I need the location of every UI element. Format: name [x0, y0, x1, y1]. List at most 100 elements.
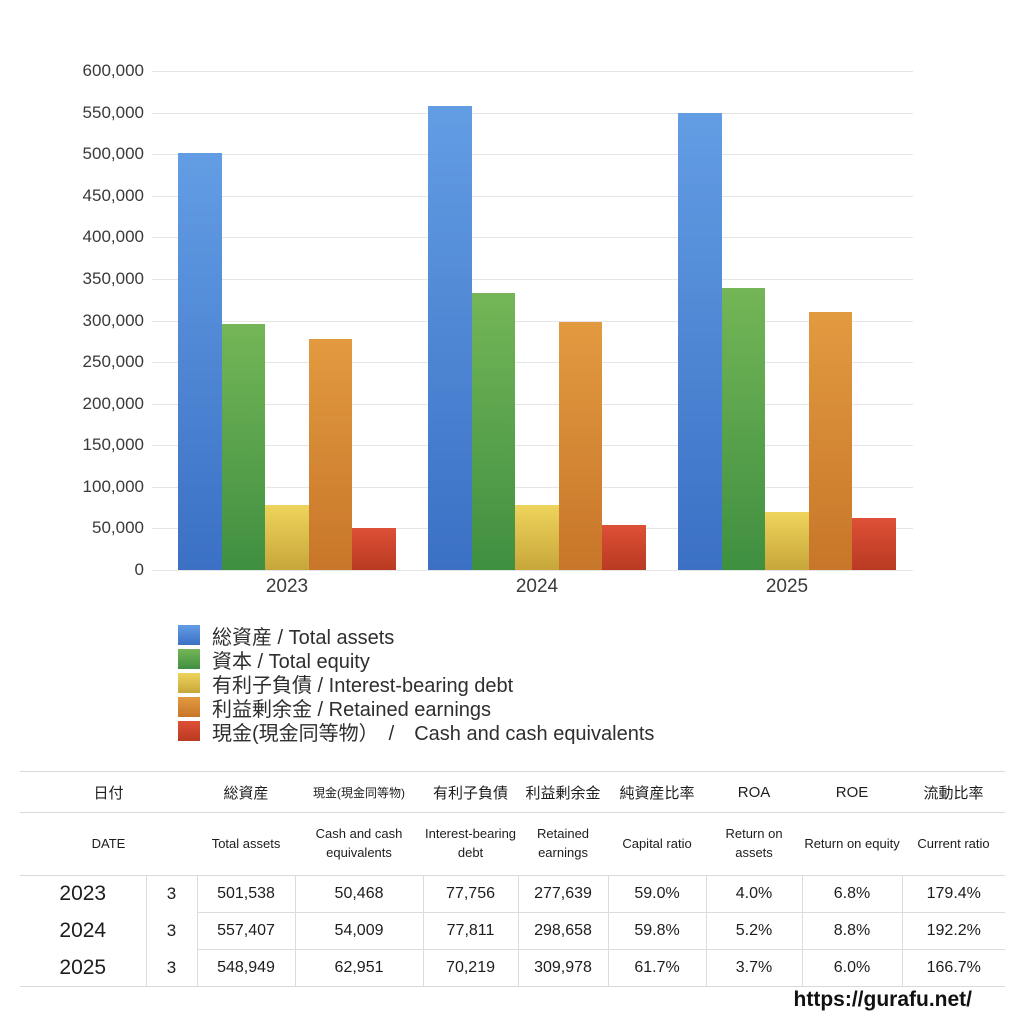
y-axis-tick-label: 100,000 — [82, 476, 144, 496]
col-header-en-2: Total assets — [197, 812, 296, 876]
col-header-ja-4: 有利子負債 — [423, 771, 519, 813]
cell-value-6: 5.2% — [705, 912, 803, 950]
bar-series2-2023 — [221, 323, 266, 570]
bar-series3-2025 — [765, 511, 809, 570]
x-axis-label-2025: 2025 — [765, 576, 809, 597]
bar-series1-2024 — [428, 106, 472, 570]
gridline — [152, 71, 913, 72]
y-axis-tick-label: 350,000 — [82, 268, 144, 288]
y-axis-tick-label: 600,000 — [82, 61, 144, 80]
bar-series5-2025 — [852, 517, 896, 570]
legend-swatch-icon — [178, 625, 200, 645]
table-row-2023: 2023 3 501,538 50,468 77,756 277,639 59.0% 4.0%… — [20, 875, 1006, 913]
y-axis-tick-label: 400,000 — [82, 227, 144, 247]
gridline — [152, 570, 913, 571]
cell-value-8: 192.2% — [901, 912, 1006, 950]
cell-value-3: 77,756 — [422, 875, 519, 913]
legend-label: 総資産 / Total assets — [212, 626, 395, 649]
bar-series4-2024 — [558, 321, 603, 570]
legend-label: 利益剰余金 / Retained earnings — [212, 698, 492, 721]
legend-item-5: 現金(現金同等物） / Cash and cash equivalents — [178, 719, 654, 745]
col-header-en-6: Capital ratio — [608, 812, 707, 876]
gridline — [152, 237, 913, 239]
gridline — [152, 445, 913, 447]
bar-chart: 0 50,000 100,000 150,000 200,000 250,000 300,0… — [82, 61, 913, 597]
y-axis-tick-label: 50,000 — [92, 518, 144, 538]
legend-swatch-icon — [178, 721, 200, 741]
legend-item-4: 利益剰余金 / Retained earnings — [178, 695, 654, 721]
y-axis-tick-label: 300,000 — [82, 310, 144, 330]
cell-value-4: 309,978 — [517, 949, 609, 987]
y-axis-tick-label: 0 — [134, 560, 144, 579]
bar-series2-2024 — [471, 292, 516, 570]
cell-value-2: 54,009 — [294, 912, 424, 950]
cell-year: 2024 — [59, 919, 107, 942]
site-url: https://gurafu.net/ — [793, 988, 972, 1011]
cell-value-6: 4.0% — [705, 875, 803, 913]
y-axis-tick-label: 200,000 — [82, 393, 144, 413]
cell-value-1: 501,538 — [196, 875, 296, 913]
y-axis-tick-label: 450,000 — [82, 185, 144, 205]
gridline — [152, 112, 913, 114]
legend-item-1: 総資産 / Total assets — [178, 623, 654, 649]
gridline — [152, 154, 913, 156]
col-header-en-4: Interest-bearing debt — [423, 812, 519, 876]
col-header-ja-2: 総資産 — [197, 771, 296, 813]
cell-month: 3 — [145, 912, 198, 950]
cell-value-7: 6.0% — [801, 949, 903, 987]
cell-value-1: 548,949 — [196, 949, 296, 987]
table-header-row-ja: 日付 総資産 現金(現金同等物) 有利子負債 利益剰余金 純資産比率 ROA ROE 流動比率 — [20, 771, 1006, 813]
col-header-en-8: Return on equity — [802, 812, 903, 876]
col-header-en-3: Cash and cash equivalents — [295, 812, 424, 876]
cell-value-7: 8.8% — [801, 912, 903, 950]
col-header-ja-6: 純資産比率 — [608, 771, 707, 813]
bar-series3-2023 — [265, 505, 309, 570]
gridline — [152, 403, 913, 405]
cell-value-5: 59.0% — [607, 875, 707, 913]
cell-value-4: 298,658 — [517, 912, 609, 950]
cell-value-2: 50,468 — [294, 875, 424, 913]
legend-label: 資本 / Total equity — [212, 650, 370, 673]
cell-value-6: 3.7% — [705, 949, 803, 987]
chart-legend: 総資産 / Total assets 資本 / Total equity 有利子負債… — [178, 623, 654, 745]
cell-value-7: 6.8% — [801, 875, 903, 913]
table-row-2025: 2025 3 548,949 62,951 70,219 309,978 61.7% 3.7%… — [20, 949, 1006, 987]
legend-swatch-icon — [178, 697, 200, 717]
cell-value-4: 277,639 — [517, 875, 609, 913]
legend-swatch-icon — [178, 649, 200, 669]
legend-item-3: 有利子負債 / Interest-bearing debt — [178, 671, 654, 697]
bar-series1-2025 — [678, 113, 722, 570]
cell-year: 2023 — [59, 882, 107, 906]
gridline — [152, 278, 913, 280]
table-row-2024: 2024 3 557,407 54,009 77,811 298,658 59.8% 5.2%… — [20, 912, 1006, 950]
bar-series1-2023 — [178, 152, 222, 570]
cell-value-5: 59.8% — [607, 912, 707, 950]
col-header-ja-7: ROA — [706, 771, 803, 813]
col-header-en-1: DATE — [20, 812, 198, 876]
y-axis-tick-label: 550,000 — [82, 102, 144, 122]
cell-year: 2025 — [20, 949, 146, 987]
col-header-ja-5: 利益剰余金 — [518, 771, 609, 813]
y-axis-tick-label: 150,000 — [82, 435, 144, 455]
x-axis-label-2023: 2023 — [265, 576, 309, 597]
cell-month: 3 — [145, 949, 198, 987]
cell-value-3: 70,219 — [422, 949, 519, 987]
col-header-ja-8: ROE — [802, 771, 903, 813]
gridline — [152, 320, 913, 322]
cell-month: 3 — [145, 875, 198, 913]
col-header-ja-3: 現金(現金同等物) — [295, 771, 424, 813]
bar-series5-2023 — [352, 528, 396, 570]
legend-label: 有利子負債 / Interest-bearing debt — [212, 674, 514, 697]
col-header-en-5: Retained earnings — [518, 812, 609, 876]
col-header-ja-9: 流動比率 — [902, 771, 1006, 813]
cell-value-3: 77,811 — [422, 912, 519, 950]
legend-item-2: 資本 / Total equity — [178, 647, 654, 673]
gridline — [152, 486, 913, 488]
financial-table: 日付 総資産 現金(現金同等物) 有利子負債 利益剰余金 純資産比率 ROA ROE 流動比率 … — [20, 771, 1006, 987]
bar-series2-2025 — [721, 288, 766, 570]
cell-value-8: 179.4% — [901, 875, 1006, 913]
cell-value-8: 166.7% — [901, 949, 1006, 987]
cell-value-5: 61.7% — [607, 949, 707, 987]
y-axis-tick-label: 250,000 — [82, 352, 144, 372]
y-axis-tick-label: 500,000 — [82, 144, 144, 164]
